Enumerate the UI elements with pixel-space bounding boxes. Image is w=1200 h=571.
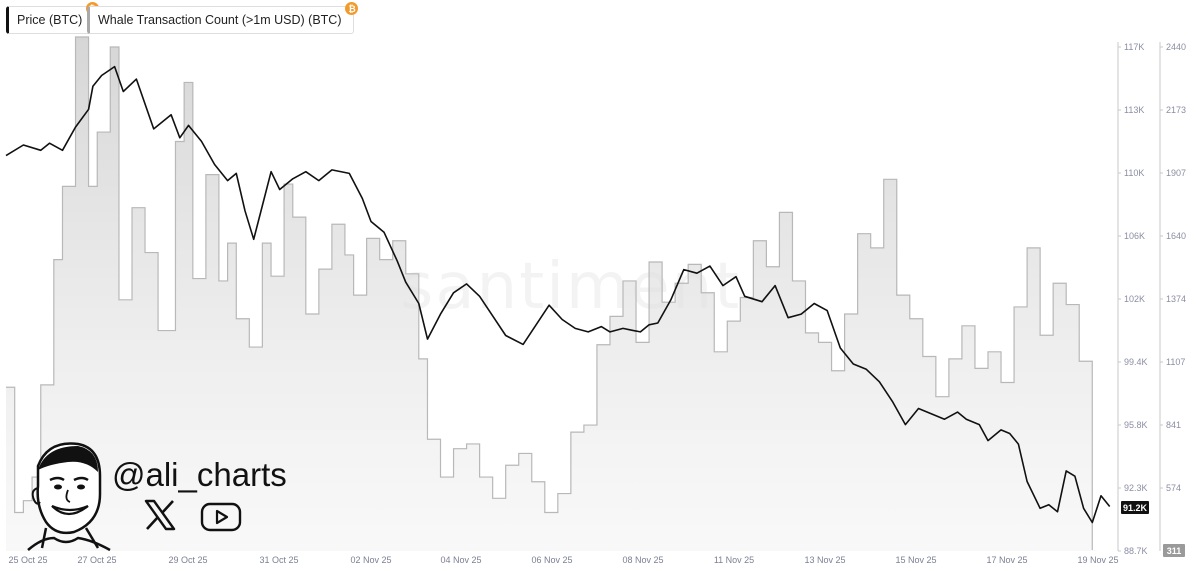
legend-price[interactable]: Price (BTC) ₿	[6, 2, 100, 34]
price-tick-label: 92.3K	[1124, 483, 1148, 493]
brand-handle: @ali_charts	[112, 456, 287, 493]
youtube-icon[interactable]	[200, 502, 242, 532]
legend-price-label: Price (BTC)	[17, 13, 83, 27]
whale-tick-label: 2173	[1166, 105, 1186, 115]
price-tick-label: 113K	[1124, 105, 1144, 115]
date-tick-label: 04 Nov 25	[440, 555, 481, 565]
x-logo-icon[interactable]	[143, 499, 177, 531]
whale-tick-label: 1374	[1166, 294, 1186, 304]
price-tick-label: 110K	[1124, 168, 1144, 178]
price-tick-label: 95.8K	[1124, 420, 1148, 430]
price-axis-ticks: 117K 113K 110K 106K 102K 99.4K 95.8K 92.3K 88.7K	[1118, 42, 1148, 556]
whale-tick-label: 1640	[1166, 231, 1186, 241]
axes	[1117, 42, 1161, 551]
date-tick-label: 25 Oct 25	[8, 555, 47, 565]
date-tick-label: 17 Nov 25	[986, 555, 1027, 565]
whale-tick-label: 1107	[1166, 357, 1185, 367]
price-tick-label: 117K	[1124, 42, 1144, 52]
price-tick-label: 99.4K	[1124, 357, 1148, 367]
whale-area	[6, 37, 1097, 551]
current-whale-tag: 311	[1163, 544, 1185, 557]
whale-tick-label: 2440	[1166, 42, 1186, 52]
price-tick-label: 102K	[1124, 294, 1145, 304]
whale-tick-label: 574	[1166, 483, 1181, 493]
date-tick-label: 06 Nov 25	[531, 555, 572, 565]
date-tick-label: 29 Oct 25	[168, 555, 207, 565]
date-tick-label: 15 Nov 25	[895, 555, 936, 565]
date-tick-label: 02 Nov 25	[350, 555, 391, 565]
current-whale-label: 311	[1167, 546, 1182, 556]
legend-whale-label: Whale Transaction Count (>1m USD) (BTC)	[98, 13, 342, 27]
avatar-illustration	[27, 442, 111, 552]
date-axis-ticks: 25 Oct 25 27 Oct 25 29 Oct 25 31 Oct 25 02 N…	[8, 555, 1118, 565]
date-tick-label: 31 Oct 25	[259, 555, 298, 565]
date-tick-label: 08 Nov 25	[622, 555, 663, 565]
price-tick-label: 106K	[1124, 231, 1145, 241]
price-tick-label: 88.7K	[1124, 546, 1148, 556]
whale-line	[6, 36, 1093, 551]
bitcoin-icon: ₿	[345, 2, 359, 15]
whale-tick-label: 1907	[1166, 168, 1186, 178]
whale-axis-ticks: 2440 2173 1907 1640 1374 1107 841 574	[1160, 42, 1186, 493]
current-price-tag: 91.2K	[1121, 501, 1149, 514]
price-line	[5, 65, 1111, 524]
date-tick-label: 19 Nov 25	[1077, 555, 1118, 565]
legend-whale[interactable]: Whale Transaction Count (>1m USD) (BTC) …	[87, 2, 359, 34]
whale-series	[6, 36, 1097, 551]
price-series	[5, 65, 1111, 524]
date-tick-label: 27 Oct 25	[77, 555, 116, 565]
date-tick-label: 13 Nov 25	[804, 555, 845, 565]
date-tick-label: 11 Nov 25	[714, 555, 754, 565]
whale-tick-label: 841	[1166, 420, 1181, 430]
current-price-label: 91.2K	[1123, 503, 1148, 513]
